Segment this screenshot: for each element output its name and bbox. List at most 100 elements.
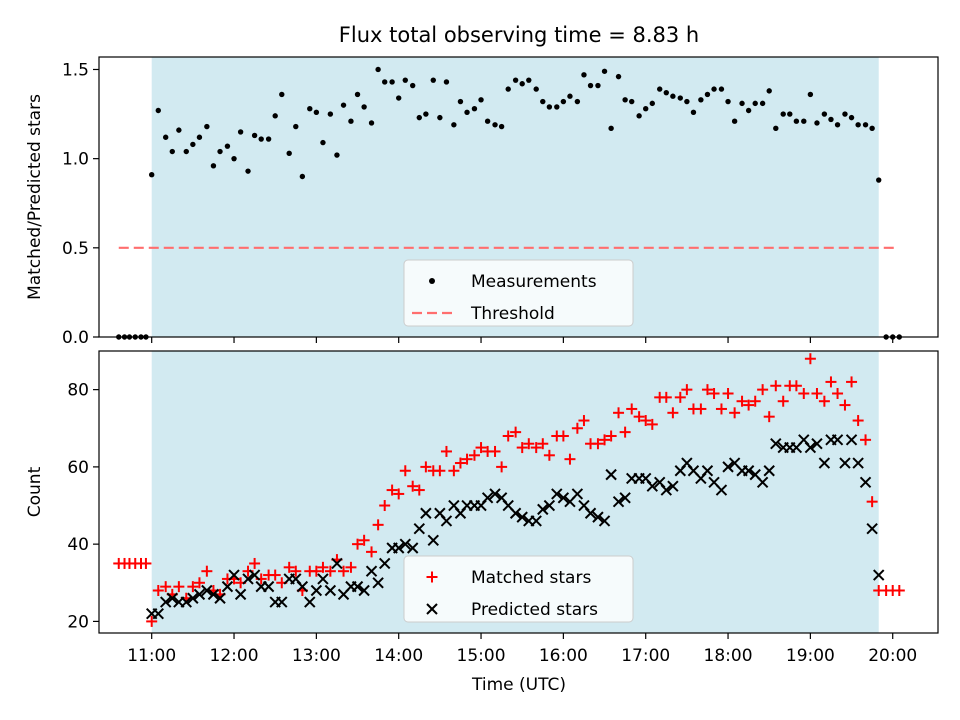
predicted-star-point <box>866 522 878 535</box>
measurement-point <box>204 123 210 130</box>
matched-star-point <box>757 384 769 396</box>
measurement-point <box>265 136 272 142</box>
measurement-point <box>567 93 573 99</box>
x-stroke <box>831 434 844 446</box>
predicted-star-point <box>180 596 192 608</box>
measurement-point <box>828 116 834 123</box>
matched-star-point <box>317 561 329 573</box>
predicted-star-point <box>228 569 240 581</box>
matched-star-point <box>613 407 625 419</box>
x-stroke <box>763 465 775 477</box>
predicted-star-point <box>592 511 604 523</box>
measurement-point <box>608 125 614 132</box>
measurement-point <box>677 95 683 101</box>
predicted-star-point <box>667 480 679 492</box>
matched-star-point <box>434 465 446 477</box>
measurement-point <box>251 132 258 139</box>
matched-star-point <box>578 415 590 427</box>
matched-star-point <box>516 442 528 454</box>
predicted-star-point <box>427 534 439 546</box>
x-stroke <box>811 438 823 450</box>
bottom-x-tick-label: 19:00 <box>786 646 835 666</box>
x-stroke <box>708 476 720 489</box>
matched-star-point <box>468 449 480 461</box>
matched-star-point <box>454 457 466 469</box>
measurement-point <box>237 129 244 135</box>
matched-star-point <box>605 430 617 442</box>
matched-star-point <box>502 430 514 442</box>
x-stroke <box>770 438 782 450</box>
matched-star-point <box>640 415 652 427</box>
matched-star-point <box>557 430 569 442</box>
x-stroke <box>296 580 309 593</box>
x-stroke <box>859 476 872 489</box>
predicted-star-point <box>420 507 432 519</box>
measurement-point <box>375 66 381 73</box>
predicted-star-point <box>262 580 275 593</box>
x-stroke <box>187 592 199 604</box>
measurement-point <box>684 98 690 105</box>
measurement-point <box>807 91 814 98</box>
matched-star-point <box>722 387 734 399</box>
matched-star-point <box>420 461 432 473</box>
top-y-tick-label: 0.5 <box>62 239 89 259</box>
matched-star-point <box>701 384 713 396</box>
x-stroke <box>399 538 411 550</box>
matched-star-point <box>743 399 755 411</box>
top-panel: 0.0 0.5 1.0 1.5 Measurements Threshold <box>62 56 939 348</box>
measurement-point <box>725 98 731 105</box>
x-stroke <box>207 588 220 601</box>
measurement-point <box>327 111 334 117</box>
measurement-point <box>217 148 223 155</box>
bottom-y-axis-label: Count <box>25 466 45 517</box>
x-stroke <box>234 588 247 601</box>
bottom-x-tick-label: 13:00 <box>292 646 341 666</box>
bottom-x-tick-label: 17:00 <box>621 646 670 666</box>
matched-star-point <box>667 407 679 419</box>
matched-star-point <box>708 387 720 399</box>
x-stroke <box>214 592 226 604</box>
x-stroke <box>248 569 261 581</box>
predicted-star-point <box>331 557 343 570</box>
predicted-star-point <box>722 461 734 473</box>
bottom-x-tick-label: 18:00 <box>704 646 753 666</box>
measurement-point <box>258 136 264 142</box>
measurement-point <box>876 177 882 183</box>
predicted-star-point <box>839 457 851 469</box>
predicted-star-point <box>324 584 337 597</box>
matched-star-point <box>537 438 549 450</box>
matched-star-point <box>475 442 487 454</box>
measurement-point <box>155 107 161 114</box>
x-stroke <box>481 492 494 504</box>
x-stroke <box>152 607 164 620</box>
measurement-point <box>498 123 505 130</box>
matched-star-point <box>818 395 830 407</box>
x-stroke <box>852 457 864 469</box>
matched-star-point <box>592 438 604 450</box>
measurement-point <box>739 100 745 107</box>
predicted-star-point <box>440 515 453 527</box>
x-stroke <box>509 507 522 519</box>
predicted-star-point <box>166 592 178 604</box>
matched-star-point <box>852 415 864 427</box>
x-stroke <box>715 484 728 496</box>
measurement-point <box>540 98 546 105</box>
top-y-tick-label: 0.0 <box>62 328 89 348</box>
predicted-star-point <box>605 468 617 481</box>
measurement-point <box>443 79 450 85</box>
measurement-point <box>505 86 511 92</box>
matched-star-point <box>695 403 707 415</box>
measurement-point <box>162 134 169 140</box>
predicted-star-point <box>873 569 885 581</box>
predicted-star-point <box>304 596 316 608</box>
measurement-point <box>368 120 375 126</box>
predicted-star-point <box>619 492 631 504</box>
measurement-point <box>382 79 388 85</box>
x-stroke <box>660 484 672 496</box>
matched-star-point <box>571 422 583 434</box>
x-stroke <box>310 584 323 597</box>
top-legend: Measurements Threshold <box>403 259 634 327</box>
matched-star-point <box>681 384 693 396</box>
x-stroke <box>392 542 405 554</box>
x-stroke <box>845 434 858 446</box>
